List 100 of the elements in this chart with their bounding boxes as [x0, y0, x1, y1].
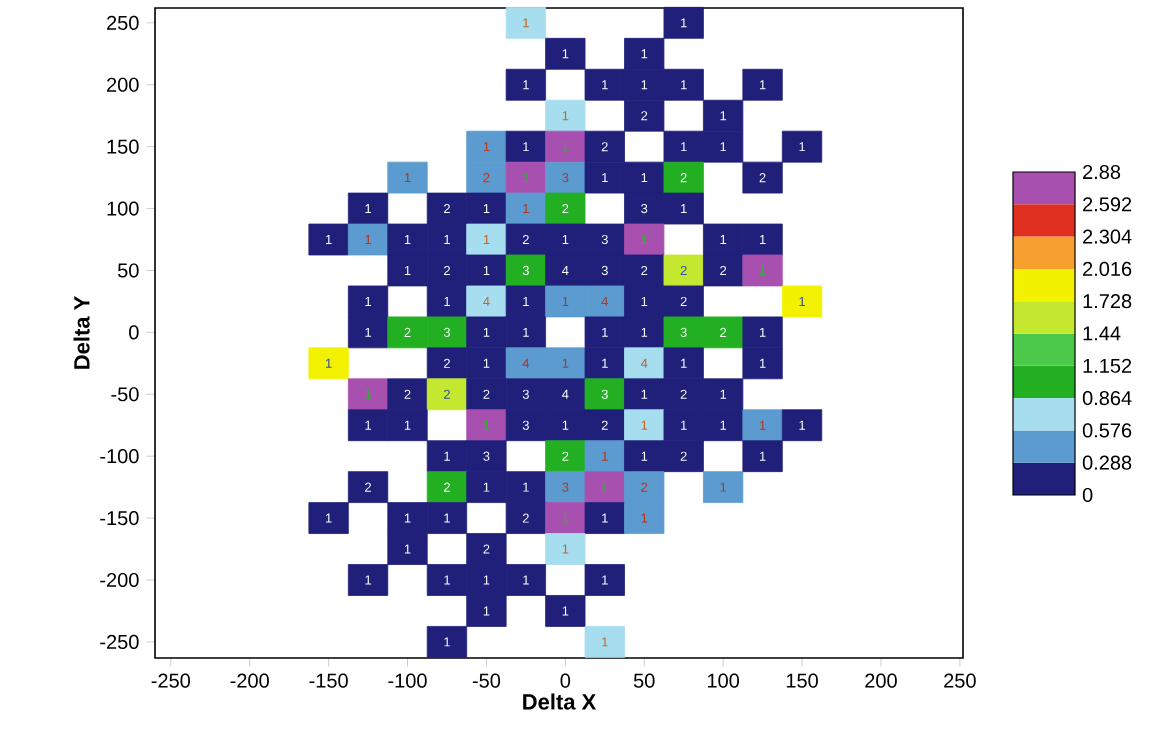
annotation: 1: [523, 142, 529, 152]
annotation: 1: [602, 173, 608, 183]
annotation: 2: [641, 265, 648, 275]
annotation: 2: [365, 482, 371, 492]
annotation: 1: [562, 296, 569, 306]
y-tick-label: 150: [107, 139, 139, 154]
annotation: 3: [522, 265, 529, 276]
annotation: 1: [562, 606, 569, 616]
color-bar-label: 2.88: [1083, 164, 1121, 180]
annotation: 1: [681, 18, 687, 28]
annotation: 1: [523, 575, 529, 585]
annotation: 1: [444, 451, 450, 461]
annotation: 1: [602, 358, 608, 368]
annotation: 3: [443, 327, 450, 337]
y-axis-title: Delta Y: [73, 296, 90, 369]
annotation: 2: [404, 327, 411, 337]
color-bar-label: 0.288: [1082, 455, 1132, 470]
annotation: 1: [602, 575, 608, 585]
annotation: 2: [522, 513, 529, 523]
annotation: 4: [562, 389, 569, 399]
annotation: 1: [759, 327, 766, 337]
annotation: 1: [483, 265, 490, 275]
annotation: 2: [444, 389, 450, 399]
annotation: 1: [681, 420, 687, 430]
annotation: 1: [404, 265, 411, 275]
y-tick-label: 250: [107, 15, 139, 30]
annotation: 2: [680, 296, 687, 306]
annotation: 1: [365, 204, 372, 214]
annotation: 2: [601, 142, 608, 152]
annotation: 3: [601, 389, 608, 399]
annotation: 3: [601, 265, 608, 276]
annotation: 1: [641, 296, 648, 306]
annotation: 1: [641, 420, 648, 430]
annotation: 1: [720, 389, 727, 399]
annotation: 1: [641, 49, 648, 59]
annotation: 3: [641, 203, 648, 214]
annotation: 1: [365, 235, 372, 244]
annotation: 1: [444, 575, 450, 585]
annotation: 1: [365, 420, 372, 430]
annotation: 2: [444, 265, 450, 275]
annotation: 1: [641, 513, 648, 523]
annotation: 1: [562, 235, 569, 244]
annotation: 1: [562, 544, 569, 554]
annotation: 1: [562, 420, 569, 430]
x-tick-label: -250: [151, 673, 191, 688]
annotation: 1: [641, 80, 648, 90]
annotation: 2: [522, 234, 529, 245]
annotation: 1: [523, 327, 529, 337]
annotation: 1: [720, 111, 727, 121]
annotation: 1: [483, 420, 490, 430]
color-bar-label: 0.576: [1082, 423, 1132, 438]
annotation: 1: [404, 235, 411, 244]
annotation: 1: [365, 327, 372, 337]
annotation: 1: [325, 235, 332, 244]
annotation: 1: [404, 420, 411, 430]
annotation: 1: [523, 482, 529, 492]
annotation: 2: [759, 173, 766, 183]
annotation: 1: [681, 142, 687, 152]
annotation: 2: [641, 482, 648, 492]
annotation: 1: [681, 204, 687, 214]
color-bar-label: 0: [1082, 487, 1093, 503]
color-bar-label: 2.304: [1083, 229, 1132, 244]
x-tick-label: 50: [633, 673, 655, 688]
annotation: 1: [562, 111, 569, 121]
annotation: 4: [483, 296, 490, 306]
annotation: 1: [799, 420, 806, 430]
annotation: 2: [720, 265, 727, 275]
annotation: 1: [641, 451, 648, 461]
annotation: 3: [483, 451, 490, 461]
annotation: 1: [365, 389, 372, 399]
annotation: 2: [562, 451, 569, 461]
annotation: 1: [483, 358, 490, 368]
annotation: 4: [601, 296, 608, 306]
annotation: 1: [483, 575, 490, 585]
annotation: 1: [759, 451, 766, 461]
annotation: 1: [641, 173, 648, 183]
annotation: 1: [799, 296, 806, 306]
annotation: 1: [444, 637, 450, 647]
color-bar-label: 2.016: [1083, 261, 1132, 276]
y-tick-label: -200: [100, 572, 139, 588]
annotation: 1: [720, 142, 727, 152]
annotation: 1: [325, 513, 332, 523]
annotation: 2: [680, 265, 687, 275]
annotation: 1: [444, 235, 450, 244]
annotation: 2: [444, 358, 450, 368]
annotation: 2: [562, 204, 569, 214]
x-tick-label: 0: [560, 673, 571, 688]
color-bar-label: 1.44: [1083, 326, 1121, 341]
annotation: 1: [523, 204, 529, 214]
annotation: 2: [680, 451, 687, 461]
annotation: 1: [523, 80, 529, 90]
annotation: 2: [444, 204, 450, 214]
annotation: 1: [602, 513, 608, 523]
annotation: 1: [523, 173, 529, 183]
x-axis-title: Delta X: [523, 693, 597, 710]
annotation: 2: [483, 389, 490, 399]
annotation: 1: [759, 265, 766, 275]
annotation: 2: [641, 111, 648, 121]
annotation: 1: [720, 482, 727, 492]
x-tick-label: -150: [309, 673, 348, 688]
